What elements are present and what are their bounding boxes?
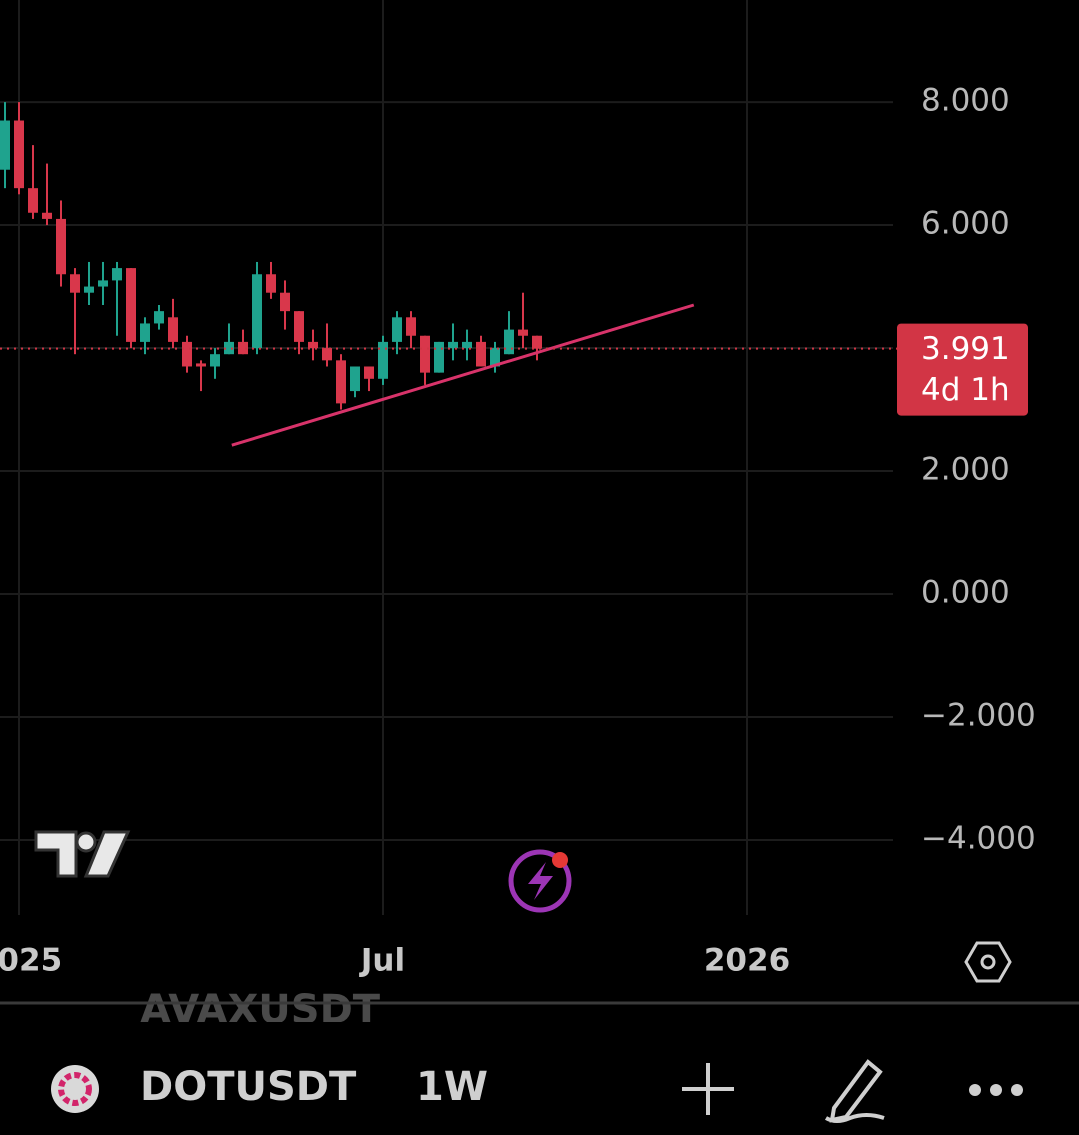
candle-body xyxy=(294,311,304,342)
more-button[interactable] xyxy=(969,1084,1023,1096)
candle-body xyxy=(224,341,234,355)
candle-body xyxy=(350,366,360,392)
candle-body xyxy=(476,341,486,367)
candle-body xyxy=(98,280,108,287)
candle-body xyxy=(182,341,192,367)
candle-body xyxy=(238,341,248,355)
symbol[interactable]: DOTUSDT xyxy=(140,1064,357,1110)
candle-body xyxy=(42,212,52,219)
countdown: 4d 1h xyxy=(921,372,1010,408)
y-tick-label: 2.000 xyxy=(921,452,1010,488)
draw-button[interactable] xyxy=(824,1059,885,1123)
trendline xyxy=(231,303,695,447)
lightning-button[interactable] xyxy=(508,849,572,913)
candle-body xyxy=(448,341,458,349)
x-tick-label: Jul xyxy=(359,943,405,979)
y-tick-label: −2.000 xyxy=(921,697,1036,733)
candle-body xyxy=(210,354,220,367)
settings-button[interactable] xyxy=(964,941,1012,983)
interval[interactable]: 1W xyxy=(416,1064,488,1110)
candle-body xyxy=(14,120,24,189)
candle-body xyxy=(322,348,332,361)
candle-body xyxy=(490,348,500,367)
plot: 2025 Jul 2026 8.000 6.000 2.000 0.000 −2.000 −4.… xyxy=(0,0,1036,979)
price-label-bg xyxy=(897,323,1028,416)
tradingview-logo xyxy=(34,830,131,878)
candle-body xyxy=(266,274,276,293)
y-tick-label: −4.000 xyxy=(921,820,1036,856)
candle-body xyxy=(56,218,66,275)
candle-body xyxy=(364,366,374,379)
candle-body xyxy=(112,268,122,281)
y-tick-label: 8.000 xyxy=(921,83,1010,119)
candle-body xyxy=(0,120,10,170)
candle-body xyxy=(420,335,430,373)
x-tick-label: 2026 xyxy=(704,943,790,979)
candle-body xyxy=(154,311,164,324)
add-button[interactable] xyxy=(682,1063,734,1115)
y-tick-label: 0.000 xyxy=(921,575,1010,611)
candle-body xyxy=(140,323,150,342)
candle-body xyxy=(406,317,416,336)
candle-body xyxy=(84,286,94,293)
candle-body xyxy=(168,317,178,342)
candle-body xyxy=(308,341,318,349)
candle-body xyxy=(336,360,346,404)
toolbar-bg xyxy=(0,1022,1079,1135)
candle-body xyxy=(126,268,136,342)
candle-body xyxy=(280,292,290,312)
candle-body xyxy=(392,317,402,342)
candle-body xyxy=(378,341,388,379)
candle-body xyxy=(252,274,262,349)
candle-body xyxy=(434,341,444,373)
candle-body xyxy=(196,363,206,367)
symbol-logo xyxy=(51,1065,99,1113)
x-tick-label: 2025 xyxy=(0,943,62,979)
candle-body xyxy=(518,329,528,336)
candle-body xyxy=(462,341,472,349)
candle-body xyxy=(28,188,38,213)
candle-body xyxy=(532,335,542,349)
last-price: 3.991 xyxy=(921,331,1010,367)
y-tick-label: 6.000 xyxy=(921,206,1010,242)
candle-body xyxy=(504,329,514,355)
toolbar: AVAXUSDT DOTUSDT 1W xyxy=(0,987,1079,1135)
candle-body xyxy=(70,274,80,293)
